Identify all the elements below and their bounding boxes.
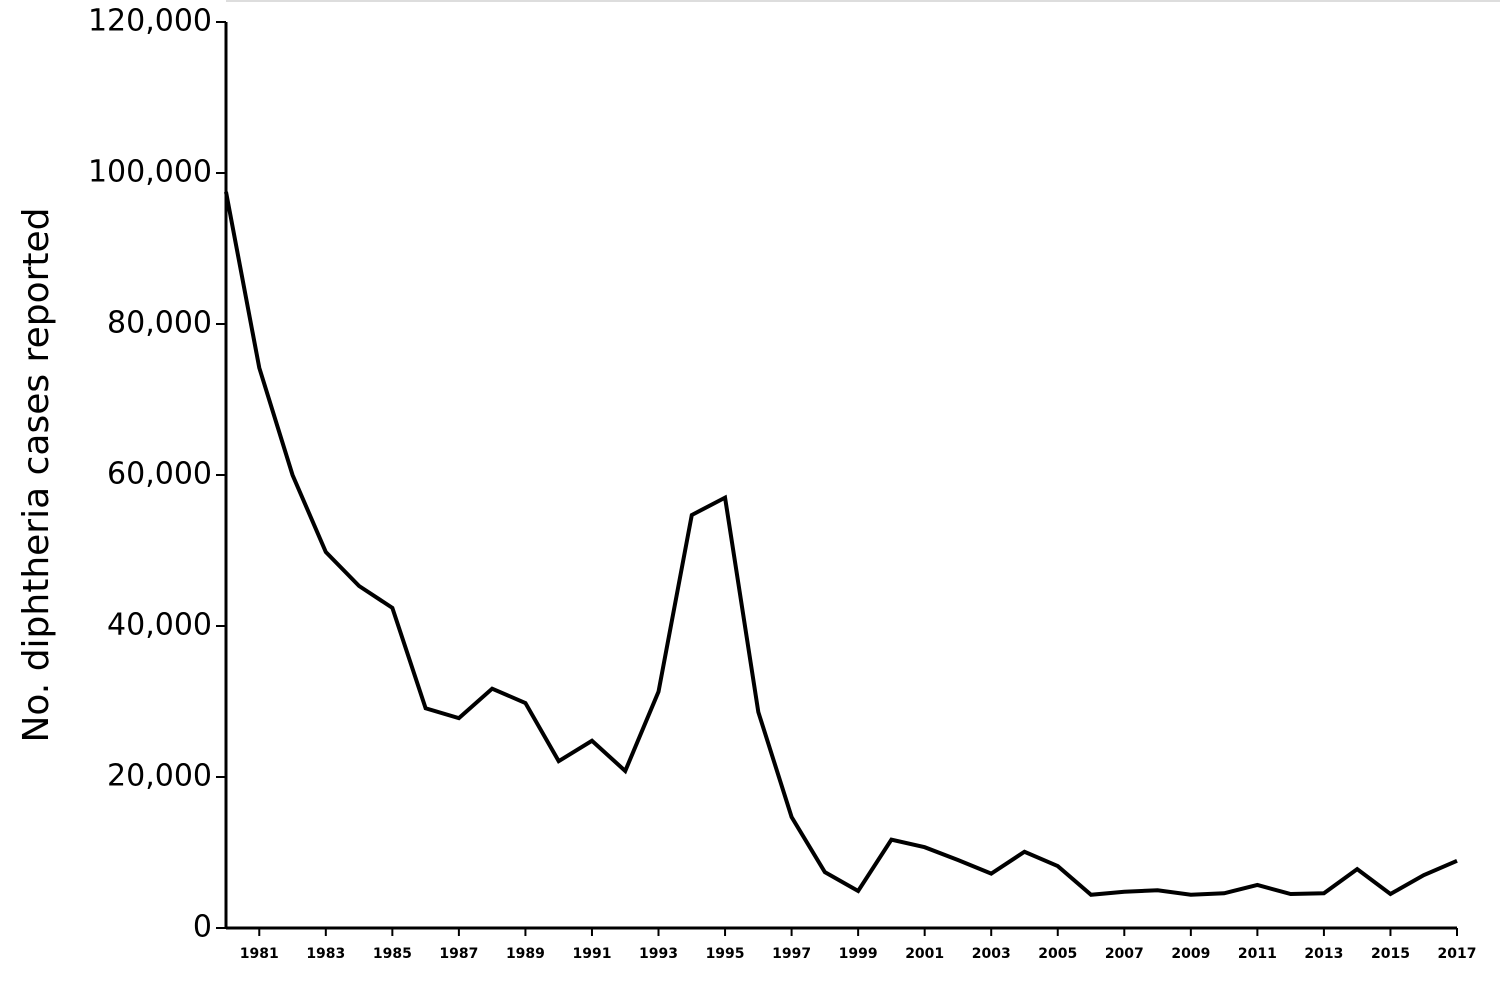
x-tick-label: 2007 [1105, 946, 1144, 962]
x-tick-label: 1983 [306, 946, 345, 962]
x-tick-label: 2005 [1038, 946, 1077, 962]
y-tick-label: 60,000 [107, 457, 212, 492]
x-tick-label: 2017 [1438, 946, 1477, 962]
x-tick-label: 1981 [240, 946, 279, 962]
y-tick-label: 20,000 [107, 759, 212, 794]
x-tick-label: 2001 [905, 946, 944, 962]
y-axis-label: No. diphtheria cases reported [16, 207, 57, 742]
x-tick-label: 1995 [706, 946, 745, 962]
x-tick-label: 2003 [972, 946, 1011, 962]
x-tick-label: 1993 [639, 946, 678, 962]
x-tick-label: 1991 [572, 946, 611, 962]
y-tick-label: 80,000 [107, 306, 212, 341]
y-tick-label: 120,000 [88, 4, 212, 39]
line-series [224, 191, 1458, 897]
x-tick-label: 2009 [1171, 946, 1210, 962]
y-tick-label: 0 [193, 910, 212, 945]
x-tick-label: 1985 [373, 946, 412, 962]
x-tick-label: 1999 [839, 946, 878, 962]
x-tick-label: 1989 [506, 946, 545, 962]
y-tick-label: 40,000 [107, 608, 212, 643]
x-tick-label: 2011 [1238, 946, 1277, 962]
y-tick-label: 100,000 [88, 155, 212, 190]
x-tick-label: 2013 [1304, 946, 1343, 962]
x-tick-label: 2015 [1371, 946, 1410, 962]
x-tick-label: 1987 [439, 946, 478, 962]
x-tick-label: 1997 [772, 946, 811, 962]
